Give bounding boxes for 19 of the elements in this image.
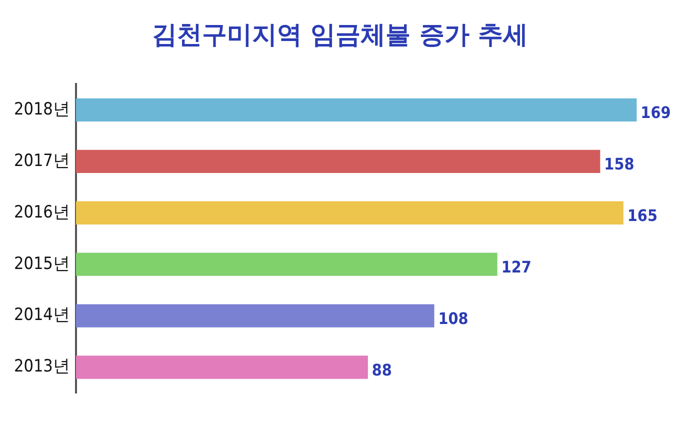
- bar: [76, 98, 637, 122]
- data-label: 158: [604, 154, 634, 174]
- y-tick-label: 2014년: [14, 305, 70, 326]
- bar: [76, 356, 368, 379]
- data-label: 169: [640, 103, 671, 122]
- chart-title: 김천구미지역 임금체불 증가 추세: [150, 19, 530, 51]
- data-label: 108: [438, 308, 468, 328]
- bar: [76, 252, 498, 276]
- bar: [76, 150, 600, 173]
- y-tick-label: 2015년: [14, 254, 70, 274]
- bar: [76, 304, 434, 328]
- y-tick-label: 2016년: [14, 202, 70, 222]
- data-label: 127: [501, 257, 532, 276]
- y-tick-label: 2018년: [14, 99, 70, 120]
- y-tick-label: 2017년: [14, 150, 70, 171]
- data-label: 88: [372, 360, 392, 380]
- y-tick-label: 2013년: [14, 356, 70, 377]
- data-label: 165: [627, 206, 658, 226]
- bar: [76, 201, 624, 224]
